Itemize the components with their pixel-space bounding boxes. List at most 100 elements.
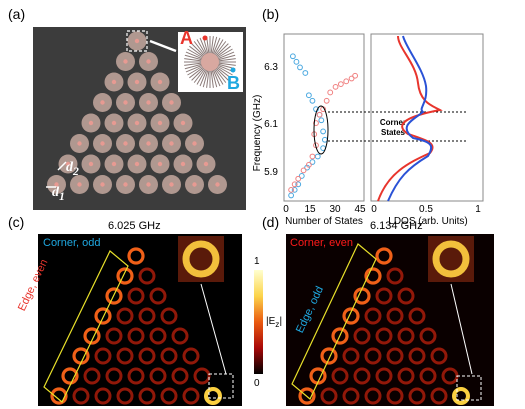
lattice-site-core <box>146 141 151 146</box>
marker-A-label: A <box>180 28 193 48</box>
lattice-svg <box>46 30 243 194</box>
field-ring <box>353 327 371 345</box>
corner-odd-label: Corner, odd <box>43 237 101 249</box>
ldos-curve-red <box>377 35 443 202</box>
lattice-site-core <box>134 79 140 85</box>
field-ring <box>94 387 112 405</box>
field-ring <box>353 287 371 305</box>
field-ring <box>149 367 167 385</box>
scatter-point <box>327 89 334 96</box>
lattice-site-core <box>134 161 140 167</box>
field-ring <box>138 347 156 365</box>
lattice-image <box>33 27 246 210</box>
field-ring <box>127 327 145 345</box>
scatter-point <box>305 161 312 168</box>
lattice-site-core <box>123 182 128 187</box>
field-ring <box>149 327 167 345</box>
lattice-site-core <box>100 141 105 146</box>
field-ring <box>138 307 156 325</box>
field-ring <box>50 387 68 405</box>
scatter-point <box>295 175 302 182</box>
ytick-5.9: 5.9 <box>264 167 278 178</box>
field-ring <box>364 267 382 285</box>
scatter-point <box>288 186 295 193</box>
ytick-6.1: 6.1 <box>264 119 278 130</box>
scatter-point <box>316 111 323 118</box>
field-ring <box>408 387 426 405</box>
lattice-site-core <box>77 182 82 187</box>
ylabel: Frequency (GHz) <box>252 95 263 172</box>
field-ring <box>430 387 448 405</box>
scatter-point <box>295 181 302 188</box>
field-ring <box>116 387 134 405</box>
field-svg-c <box>43 236 234 405</box>
field-ring <box>364 307 382 325</box>
scatter-point <box>302 70 309 76</box>
panel-d-title: 6.134 GHz <box>370 220 423 232</box>
lattice-site-core <box>192 182 197 187</box>
field-ring <box>364 387 382 405</box>
lattice-site-core <box>180 161 186 167</box>
field-ring <box>116 347 134 365</box>
d2-label: d2 <box>66 160 79 178</box>
corner-even-label: Corner, even <box>290 237 353 249</box>
lattice-site-core <box>180 120 186 126</box>
field-ring <box>408 307 426 325</box>
lattice-site-core <box>123 59 128 64</box>
field-map-d <box>286 234 494 406</box>
field-ring <box>375 287 393 305</box>
pointer-c <box>200 283 227 375</box>
field-ring <box>182 387 200 405</box>
field-ring <box>419 367 437 385</box>
scatter-point <box>313 120 319 126</box>
inset-pointer <box>149 39 177 53</box>
annotation-line1: Corner <box>380 118 406 127</box>
scatter-point <box>337 81 344 87</box>
left-axes <box>283 33 365 202</box>
field-ring <box>353 367 371 385</box>
scatter-point <box>289 53 296 60</box>
field-ring <box>138 267 156 285</box>
marker-B-dot <box>230 67 236 73</box>
field-ring <box>72 387 90 405</box>
field-ring <box>441 367 459 385</box>
d1-label: d1 <box>52 185 65 203</box>
colorbar <box>254 270 263 374</box>
scatter-point <box>300 167 307 174</box>
marker-A-dot <box>202 35 208 41</box>
field-ring <box>386 387 404 405</box>
lattice-site-core <box>146 100 151 105</box>
field-ring <box>331 327 349 345</box>
scatter-point <box>297 64 303 71</box>
scatter-point <box>323 97 330 104</box>
field-ring <box>342 387 360 405</box>
lattice-site-core <box>192 141 197 146</box>
field-svg-d <box>291 236 482 405</box>
field-ring <box>160 387 178 405</box>
scatter-point <box>291 186 298 193</box>
field-ring <box>116 267 134 285</box>
lattice-site-core <box>123 100 128 105</box>
scatter-point <box>291 181 298 188</box>
xtick-r1: 1 <box>475 204 481 215</box>
field-ring <box>342 347 360 365</box>
lattice-site-core <box>146 182 151 187</box>
lattice-site-core <box>169 100 174 105</box>
corner-box-d <box>456 375 482 401</box>
field-ring <box>72 347 90 365</box>
scatter-point <box>332 83 339 90</box>
field-ring <box>397 287 415 305</box>
lattice-site-core <box>157 79 163 85</box>
xtick-15: 15 <box>304 204 316 215</box>
field-ring <box>364 347 382 365</box>
scatter-point <box>348 75 355 82</box>
field-ring <box>375 367 393 385</box>
marker-B-label: B <box>227 73 240 93</box>
field-ring <box>83 367 101 385</box>
field-ring <box>386 347 404 365</box>
lattice-site-core <box>169 141 174 146</box>
xtick-r05: 0.5 <box>419 204 433 215</box>
inset-core <box>201 53 219 71</box>
panel-a-label: (a) <box>8 6 26 22</box>
xlabel-left: Number of States <box>285 216 363 226</box>
